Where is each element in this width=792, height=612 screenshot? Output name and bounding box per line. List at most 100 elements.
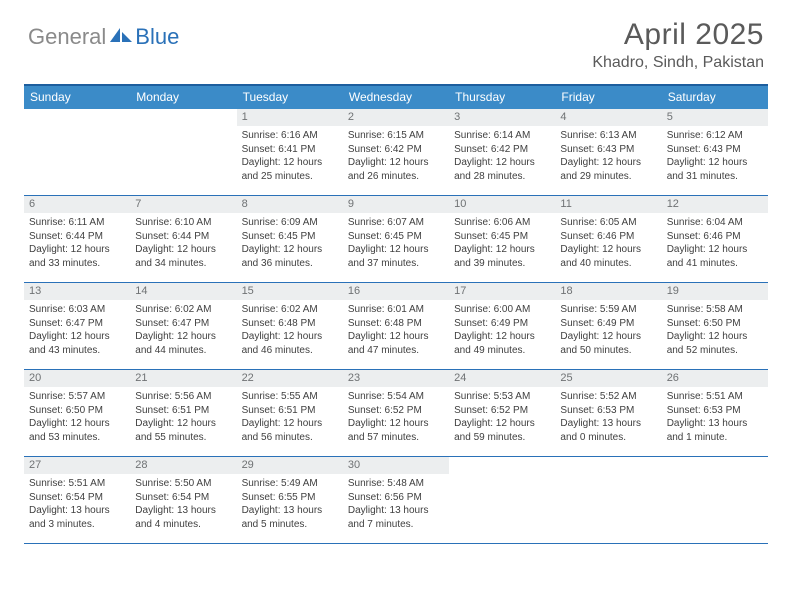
- day-number: 4: [555, 109, 661, 126]
- daylight-text: Daylight: 12 hours and 31 minutes.: [667, 156, 763, 183]
- day-cell: 26Sunrise: 5:51 AMSunset: 6:53 PMDayligh…: [662, 370, 768, 456]
- daylight-text: Daylight: 12 hours and 50 minutes.: [560, 330, 656, 357]
- daylight-text: Daylight: 12 hours and 55 minutes.: [135, 417, 231, 444]
- day-number: 13: [24, 283, 130, 300]
- daylight-text: Daylight: 12 hours and 44 minutes.: [135, 330, 231, 357]
- day-number: 11: [555, 196, 661, 213]
- daylight-text: Daylight: 12 hours and 52 minutes.: [667, 330, 763, 357]
- sunrise-text: Sunrise: 6:06 AM: [454, 216, 550, 230]
- day-body: Sunrise: 6:14 AMSunset: 6:42 PMDaylight:…: [449, 126, 555, 187]
- daylight-text: Daylight: 12 hours and 29 minutes.: [560, 156, 656, 183]
- day-body: Sunrise: 6:09 AMSunset: 6:45 PMDaylight:…: [237, 213, 343, 274]
- day-number: 25: [555, 370, 661, 387]
- day-body: Sunrise: 5:53 AMSunset: 6:52 PMDaylight:…: [449, 387, 555, 448]
- day-cell: 4Sunrise: 6:13 AMSunset: 6:43 PMDaylight…: [555, 109, 661, 195]
- day-cell: 20Sunrise: 5:57 AMSunset: 6:50 PMDayligh…: [24, 370, 130, 456]
- day-cell: 3Sunrise: 6:14 AMSunset: 6:42 PMDaylight…: [449, 109, 555, 195]
- sunrise-text: Sunrise: 6:12 AM: [667, 129, 763, 143]
- day-number: 5: [662, 109, 768, 126]
- day-cell: [449, 457, 555, 543]
- daylight-text: Daylight: 12 hours and 33 minutes.: [29, 243, 125, 270]
- sunset-text: Sunset: 6:42 PM: [348, 143, 444, 157]
- title-block: April 2025 Khadro, Sindh, Pakistan: [592, 18, 764, 72]
- day-body: Sunrise: 6:04 AMSunset: 6:46 PMDaylight:…: [662, 213, 768, 274]
- day-number: 18: [555, 283, 661, 300]
- sunrise-text: Sunrise: 6:09 AM: [242, 216, 338, 230]
- day-body: Sunrise: 5:55 AMSunset: 6:51 PMDaylight:…: [237, 387, 343, 448]
- daylight-text: Daylight: 13 hours and 5 minutes.: [242, 504, 338, 531]
- week-row: 1Sunrise: 6:16 AMSunset: 6:41 PMDaylight…: [24, 109, 768, 196]
- day-cell: [130, 109, 236, 195]
- daylight-text: Daylight: 13 hours and 4 minutes.: [135, 504, 231, 531]
- logo-text-blue: Blue: [135, 24, 179, 50]
- day-number: 27: [24, 457, 130, 474]
- week-row: 27Sunrise: 5:51 AMSunset: 6:54 PMDayligh…: [24, 457, 768, 544]
- logo-sail-icon: [110, 26, 132, 49]
- sunrise-text: Sunrise: 6:03 AM: [29, 303, 125, 317]
- sunset-text: Sunset: 6:53 PM: [560, 404, 656, 418]
- day-cell: 29Sunrise: 5:49 AMSunset: 6:55 PMDayligh…: [237, 457, 343, 543]
- day-body: Sunrise: 6:13 AMSunset: 6:43 PMDaylight:…: [555, 126, 661, 187]
- day-body: Sunrise: 6:10 AMSunset: 6:44 PMDaylight:…: [130, 213, 236, 274]
- sunrise-text: Sunrise: 6:10 AM: [135, 216, 231, 230]
- day-number: 9: [343, 196, 449, 213]
- day-cell: 30Sunrise: 5:48 AMSunset: 6:56 PMDayligh…: [343, 457, 449, 543]
- day-number: 15: [237, 283, 343, 300]
- sunset-text: Sunset: 6:43 PM: [667, 143, 763, 157]
- sunset-text: Sunset: 6:44 PM: [135, 230, 231, 244]
- day-cell: 18Sunrise: 5:59 AMSunset: 6:49 PMDayligh…: [555, 283, 661, 369]
- day-cell: [24, 109, 130, 195]
- sunset-text: Sunset: 6:51 PM: [135, 404, 231, 418]
- day-body: Sunrise: 6:06 AMSunset: 6:45 PMDaylight:…: [449, 213, 555, 274]
- day-cell: 6Sunrise: 6:11 AMSunset: 6:44 PMDaylight…: [24, 196, 130, 282]
- day-number: 7: [130, 196, 236, 213]
- sunset-text: Sunset: 6:48 PM: [348, 317, 444, 331]
- day-cell: 17Sunrise: 6:00 AMSunset: 6:49 PMDayligh…: [449, 283, 555, 369]
- day-cell: 23Sunrise: 5:54 AMSunset: 6:52 PMDayligh…: [343, 370, 449, 456]
- day-cell: 10Sunrise: 6:06 AMSunset: 6:45 PMDayligh…: [449, 196, 555, 282]
- day-number: 17: [449, 283, 555, 300]
- sunrise-text: Sunrise: 5:59 AM: [560, 303, 656, 317]
- daylight-text: Daylight: 12 hours and 37 minutes.: [348, 243, 444, 270]
- header: General Blue April 2025 Khadro, Sindh, P…: [0, 0, 792, 78]
- logo: General Blue: [28, 24, 179, 50]
- day-number: 30: [343, 457, 449, 474]
- day-number: 12: [662, 196, 768, 213]
- week-row: 20Sunrise: 5:57 AMSunset: 6:50 PMDayligh…: [24, 370, 768, 457]
- sunset-text: Sunset: 6:48 PM: [242, 317, 338, 331]
- day-number: 14: [130, 283, 236, 300]
- day-number: 22: [237, 370, 343, 387]
- day-number: 24: [449, 370, 555, 387]
- day-cell: 24Sunrise: 5:53 AMSunset: 6:52 PMDayligh…: [449, 370, 555, 456]
- sunrise-text: Sunrise: 5:51 AM: [667, 390, 763, 404]
- sunrise-text: Sunrise: 6:01 AM: [348, 303, 444, 317]
- sunrise-text: Sunrise: 6:14 AM: [454, 129, 550, 143]
- sunrise-text: Sunrise: 6:02 AM: [242, 303, 338, 317]
- sunrise-text: Sunrise: 6:02 AM: [135, 303, 231, 317]
- daylight-text: Daylight: 12 hours and 56 minutes.: [242, 417, 338, 444]
- day-cell: [662, 457, 768, 543]
- day-number: 8: [237, 196, 343, 213]
- weekday-header: Sunday: [24, 86, 130, 109]
- week-row: 13Sunrise: 6:03 AMSunset: 6:47 PMDayligh…: [24, 283, 768, 370]
- day-cell: 22Sunrise: 5:55 AMSunset: 6:51 PMDayligh…: [237, 370, 343, 456]
- day-cell: 13Sunrise: 6:03 AMSunset: 6:47 PMDayligh…: [24, 283, 130, 369]
- day-number: 3: [449, 109, 555, 126]
- day-cell: 14Sunrise: 6:02 AMSunset: 6:47 PMDayligh…: [130, 283, 236, 369]
- day-body: Sunrise: 5:57 AMSunset: 6:50 PMDaylight:…: [24, 387, 130, 448]
- daylight-text: Daylight: 12 hours and 26 minutes.: [348, 156, 444, 183]
- sunset-text: Sunset: 6:54 PM: [135, 491, 231, 505]
- day-body: Sunrise: 5:51 AMSunset: 6:54 PMDaylight:…: [24, 474, 130, 535]
- day-number: 19: [662, 283, 768, 300]
- sunset-text: Sunset: 6:45 PM: [242, 230, 338, 244]
- daylight-text: Daylight: 12 hours and 47 minutes.: [348, 330, 444, 357]
- sunset-text: Sunset: 6:56 PM: [348, 491, 444, 505]
- sunrise-text: Sunrise: 5:51 AM: [29, 477, 125, 491]
- weekday-header: Thursday: [449, 86, 555, 109]
- sunset-text: Sunset: 6:45 PM: [348, 230, 444, 244]
- sunset-text: Sunset: 6:54 PM: [29, 491, 125, 505]
- day-cell: 15Sunrise: 6:02 AMSunset: 6:48 PMDayligh…: [237, 283, 343, 369]
- daylight-text: Daylight: 12 hours and 53 minutes.: [29, 417, 125, 444]
- daylight-text: Daylight: 13 hours and 3 minutes.: [29, 504, 125, 531]
- daylight-text: Daylight: 12 hours and 59 minutes.: [454, 417, 550, 444]
